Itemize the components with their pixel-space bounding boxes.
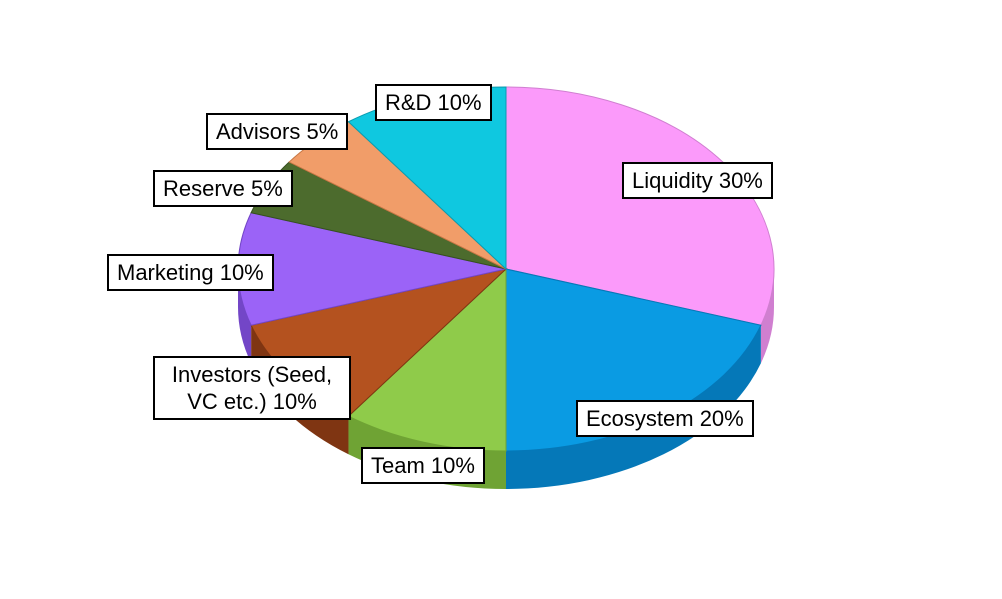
- data-label-team: Team 10%: [361, 447, 485, 484]
- data-label-advisors: Advisors 5%: [206, 113, 349, 150]
- pie-side-marketing: [238, 269, 252, 364]
- pie-side-liquidity: [760, 269, 774, 364]
- data-label-ecosystem: Ecosystem 20%: [576, 400, 754, 437]
- pie-side-ecosystem: [506, 325, 761, 489]
- data-label-rnd: R&D 10%: [375, 84, 492, 121]
- data-label-marketing: Marketing 10%: [107, 254, 274, 291]
- pie-slice-team: [347, 267, 507, 452]
- data-label-reserve: Reserve 5%: [153, 170, 293, 207]
- data-label-liquidity: Liquidity 30%: [622, 162, 773, 199]
- data-label-investors: Investors (Seed, VC etc.) 10%: [153, 356, 351, 420]
